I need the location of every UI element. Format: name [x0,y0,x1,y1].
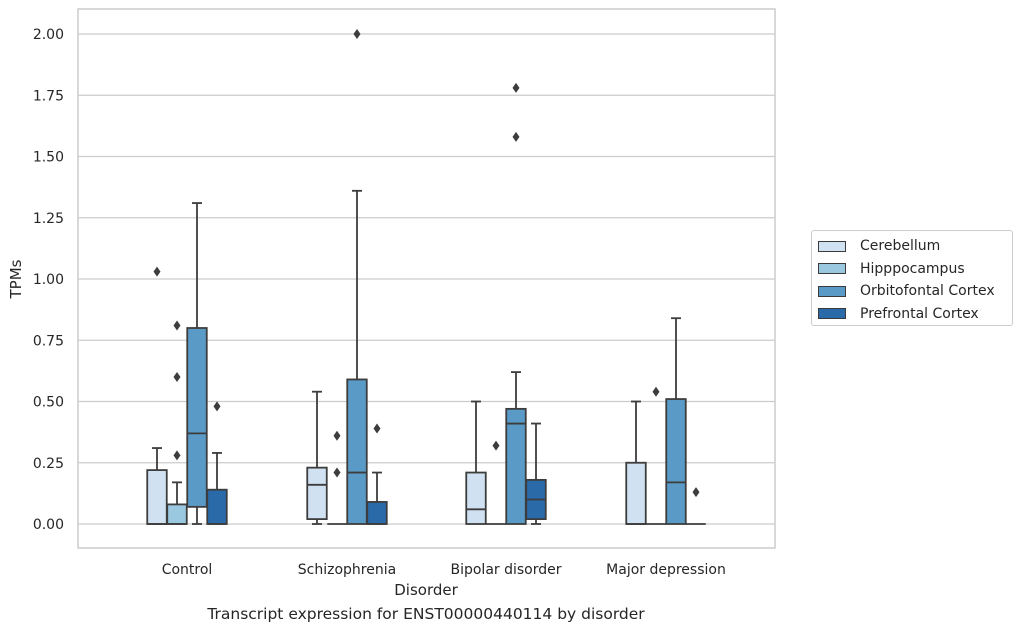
plot-area-frame [77,8,776,549]
legend-item: Orbitofontal Cortex [818,280,1006,303]
box-body [346,378,368,525]
box-cerebellum [146,266,168,525]
outlier-point [213,401,221,412]
y-tick-label: 0.00 [33,517,64,533]
x-axis-title: Disorder [394,581,458,599]
legend-swatch [818,308,846,320]
outlier-point [173,320,181,331]
outlier-point [153,266,161,277]
y-tick-label: 1.00 [33,272,64,288]
box-body [306,466,328,520]
legend-item: Hipppocampus [818,258,1006,281]
box-prefrontal-cortex [686,487,706,525]
box-body [625,461,647,525]
box-body [465,471,487,525]
x-tick-label: Major depression [606,562,726,578]
box-orbitofontal-cortex [186,202,208,525]
y-tick-label: 0.25 [33,456,64,472]
box-body [665,398,687,525]
outlier-point [373,423,381,434]
outlier-point [512,131,520,142]
box-prefrontal-cortex [525,422,547,525]
x-tick-label: Bipolar disorder [450,562,561,578]
box-prefrontal-cortex [206,401,228,525]
box-orbitofontal-cortex [665,317,687,525]
legend: Cerebellum Hipppocampus Orbitofontal Corte… [811,230,1013,326]
box-cerebellum [625,400,647,525]
boxes [146,29,706,525]
box-body [505,407,527,525]
legend-label: Cerebellum [860,238,941,255]
outlier-point [353,29,361,39]
outlier-point [173,372,181,382]
box-orbitofontal-cortex [346,29,368,525]
legend-swatch [818,240,846,252]
outlier-point [692,487,700,498]
box-orbitofontal-cortex [505,82,527,525]
outlier-point [173,450,181,461]
box-body [166,503,188,525]
x-tick-label: Schizophrenia [298,562,396,578]
y-axis-ticks: 0.00 0.25 0.50 0.75 1.00 1.25 1.50 1.75 2.00 [33,27,64,533]
box-hipppocampus [486,440,506,525]
outlier-point [492,440,500,451]
x-axis-ticks: Control Schizophrenia Bipolar disorder Majo… [162,562,726,578]
y-axis-title: TPMs [7,259,25,299]
legend-swatch [818,285,846,297]
box-body [366,501,388,525]
outlier-point [512,82,520,93]
legend-label: Hipppocampus [860,260,965,277]
outlier-point [333,430,341,441]
box-hipppocampus [327,430,347,525]
legend-swatch [818,263,846,275]
outlier-point [333,467,341,478]
box-hipppocampus [166,320,188,525]
figure-caption: Transcript expression for ENST0000044011… [207,605,645,623]
x-tick-label: Control [162,562,213,578]
box-body [186,327,208,508]
legend-label: Prefrontal Cortex [860,305,979,322]
box-hipppocampus [646,386,666,525]
outlier-point [652,386,660,397]
box-cerebellum [306,390,328,525]
y-tick-label: 0.50 [33,395,64,411]
legend-item: Prefrontal Cortex [818,303,1006,326]
y-tick-label: 1.25 [33,211,64,227]
box-body [146,469,168,525]
box-prefrontal-cortex [366,423,388,525]
legend-label: Orbitofontal Cortex [860,283,995,300]
y-tick-label: 1.50 [33,150,64,166]
legend-item: Cerebellum [818,235,1006,258]
y-tick-label: 0.75 [33,333,64,349]
y-tick-label: 1.75 [33,88,64,104]
box-body [206,488,228,525]
box-cerebellum [465,400,487,525]
y-tick-label: 2.00 [33,27,64,43]
